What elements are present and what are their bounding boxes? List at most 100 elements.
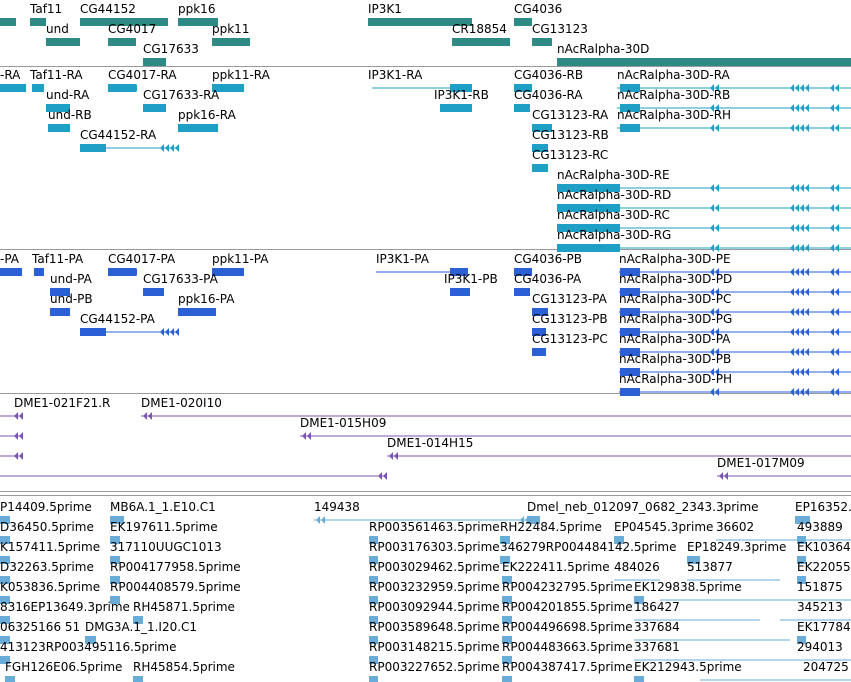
mrna-feature[interactable]: nAcRalpha-30D-RH	[0, 108, 851, 134]
cds-feature[interactable]: ppk11-PA	[0, 252, 851, 278]
mrna-feature[interactable]: CG13123-RB	[0, 128, 851, 154]
est-feature[interactable]: 345213	[0, 600, 851, 626]
est-feature[interactable]: EK10364	[0, 540, 851, 566]
est-feature[interactable]: D36450.5prime	[0, 520, 851, 546]
est-feature[interactable]: EK17784	[0, 620, 851, 646]
est-feature[interactable]: 204725	[0, 660, 851, 682]
cds-feature[interactable]: CG13123-PB	[0, 312, 851, 338]
cds-feature[interactable]: nAcRalpha-30D-PH	[0, 372, 851, 398]
est-feature[interactable]: 186427	[0, 600, 851, 626]
est-feature[interactable]: EP04545.3prime	[0, 520, 851, 546]
clone-feature[interactable]: DME1-015H09	[0, 416, 851, 442]
est-feature[interactable]: RP004201855.5prime	[0, 600, 851, 626]
est-feature[interactable]: Dmel_neb_012097_0682_2343.3prime	[0, 500, 851, 526]
cds-feature[interactable]: nAcRalpha-30D-PB	[0, 352, 851, 378]
cds-feature[interactable]: IP3K1-PB	[0, 272, 851, 298]
cds-feature[interactable]: ppk16-PA	[0, 292, 851, 318]
est-feature[interactable]: RP004483663.5prime	[0, 640, 851, 666]
est-feature[interactable]: RP003227652.5prime	[0, 660, 851, 682]
mrna-feature[interactable]: Taf11-RA	[0, 68, 851, 94]
est-feature[interactable]: RP004387417.5prime	[0, 660, 851, 682]
clone-feature[interactable]	[0, 456, 851, 482]
est-feature[interactable]: 317110UUGC1013	[0, 540, 851, 566]
cds-feature[interactable]: nAcRalpha-30D-PC	[0, 292, 851, 318]
gene-feature[interactable]: IP3K1	[0, 2, 851, 28]
gene-feature[interactable]: CG17633	[0, 42, 851, 68]
cds-feature[interactable]: Taf11-PA	[0, 252, 851, 278]
mrna-feature[interactable]: CG17633-RA	[0, 88, 851, 114]
cds-feature[interactable]: CG4036-PB	[0, 252, 851, 278]
mrna-feature[interactable]: IP3K1-RB	[0, 88, 851, 114]
cds-feature[interactable]: CG17633-PA	[0, 272, 851, 298]
clone-feature[interactable]: DME1-021F21.R	[0, 396, 851, 422]
est-feature[interactable]: EK197611.5prime	[0, 520, 851, 546]
cds-feature[interactable]: CG13123-PA	[0, 292, 851, 318]
est-feature[interactable]: 513877	[0, 560, 851, 586]
cds-feature[interactable]: CG44152-PA	[0, 312, 851, 338]
cds-feature[interactable]: IP3K1-PA	[0, 252, 851, 278]
est-feature[interactable]: 06325166 51	[0, 620, 851, 646]
est-feature[interactable]: RP004177958.5prime	[0, 560, 851, 586]
gene-feature[interactable]: CG4017	[0, 22, 851, 48]
gene-feature[interactable]: ppk11	[0, 22, 851, 48]
cds-feature[interactable]: nAcRalpha-30D-PE	[0, 252, 851, 278]
mrna-feature[interactable]: nAcRalpha-30D-RB	[0, 88, 851, 114]
gene-feature[interactable]: CG4036	[0, 2, 851, 28]
est-feature[interactable]: EK129838.5prime	[0, 580, 851, 606]
est-feature[interactable]: EP18249.3prime	[0, 540, 851, 566]
mrna-feature[interactable]: -RA	[0, 68, 851, 94]
gene-feature[interactable]: und	[0, 22, 851, 48]
est-feature[interactable]: EK222411.5prime	[0, 560, 851, 586]
mrna-feature[interactable]: ppk11-RA	[0, 68, 851, 94]
est-feature[interactable]: 294013	[0, 640, 851, 666]
mrna-feature[interactable]: CG4036-RA	[0, 88, 851, 114]
est-feature[interactable]: RP003148215.5prime	[0, 640, 851, 666]
cds-feature[interactable]: nAcRalpha-30D-PA	[0, 332, 851, 358]
mrna-feature[interactable]: CG44152-RA	[0, 128, 851, 154]
est-feature[interactable]: MB6A.1_1.E10.C1	[0, 500, 851, 526]
clone-feature[interactable]	[0, 436, 851, 462]
cds-feature[interactable]: und-PA	[0, 272, 851, 298]
est-feature[interactable]: RP003232959.5prime	[0, 580, 851, 606]
gene-feature[interactable]: Taf11	[0, 2, 851, 28]
gene-feature[interactable]	[0, 2, 851, 28]
mrna-feature[interactable]: nAcRalpha-30D-RG	[0, 228, 851, 254]
est-feature[interactable]: EK22055	[0, 560, 851, 586]
mrna-feature[interactable]: und-RB	[0, 108, 851, 134]
cds-feature[interactable]: CG13123-PC	[0, 332, 851, 358]
est-feature[interactable]: P14409.5prime	[0, 500, 851, 526]
gene-feature[interactable]: CR18854	[0, 22, 851, 48]
est-feature[interactable]: RP003029462.5prime	[0, 560, 851, 586]
clone-feature[interactable]	[0, 416, 851, 442]
est-feature[interactable]: 493889	[0, 520, 851, 546]
est-feature[interactable]: 8316EP13649.3prime	[0, 600, 851, 626]
gene-feature[interactable]: ppk16	[0, 2, 851, 28]
est-feature[interactable]: K053836.5prime	[0, 580, 851, 606]
mrna-feature[interactable]: CG4036-RB	[0, 68, 851, 94]
gene-feature[interactable]: CG44152	[0, 2, 851, 28]
est-feature[interactable]: 346279RP004484142.5prime	[0, 540, 851, 566]
est-feature[interactable]: EK212943.5prime	[0, 660, 851, 682]
est-feature[interactable]: 151875	[0, 580, 851, 606]
cds-feature[interactable]: -PA	[0, 252, 851, 278]
est-feature[interactable]: RH45854.5prime	[0, 660, 851, 682]
cds-feature[interactable]: nAcRalpha-30D-PG	[0, 312, 851, 338]
mrna-feature[interactable]: IP3K1-RA	[0, 68, 851, 94]
est-feature[interactable]: 413123RP003495116.5prime	[0, 640, 851, 666]
mrna-feature[interactable]: nAcRalpha-30D-RA	[0, 68, 851, 94]
mrna-feature[interactable]: CG13123-RA	[0, 108, 851, 134]
mrna-feature[interactable]: nAcRalpha-30D-RC	[0, 208, 851, 234]
clone-feature[interactable]: DME1-020I10	[0, 396, 851, 422]
est-feature[interactable]: RH45871.5prime	[0, 600, 851, 626]
mrna-feature[interactable]: CG4017-RA	[0, 68, 851, 94]
est-feature[interactable]: RP003176303.5prime	[0, 540, 851, 566]
clone-feature[interactable]: DME1-017M09	[0, 456, 851, 482]
clone-feature[interactable]: DME1-014H15	[0, 436, 851, 462]
cds-feature[interactable]: und-PB	[0, 292, 851, 318]
mrna-feature[interactable]: und-RA	[0, 88, 851, 114]
mrna-feature[interactable]: nAcRalpha-30D-RD	[0, 188, 851, 214]
est-feature[interactable]: EP16352.	[0, 500, 851, 526]
cds-feature[interactable]: CG4017-PA	[0, 252, 851, 278]
est-feature[interactable]: FGH126E06.5prime	[0, 660, 851, 682]
